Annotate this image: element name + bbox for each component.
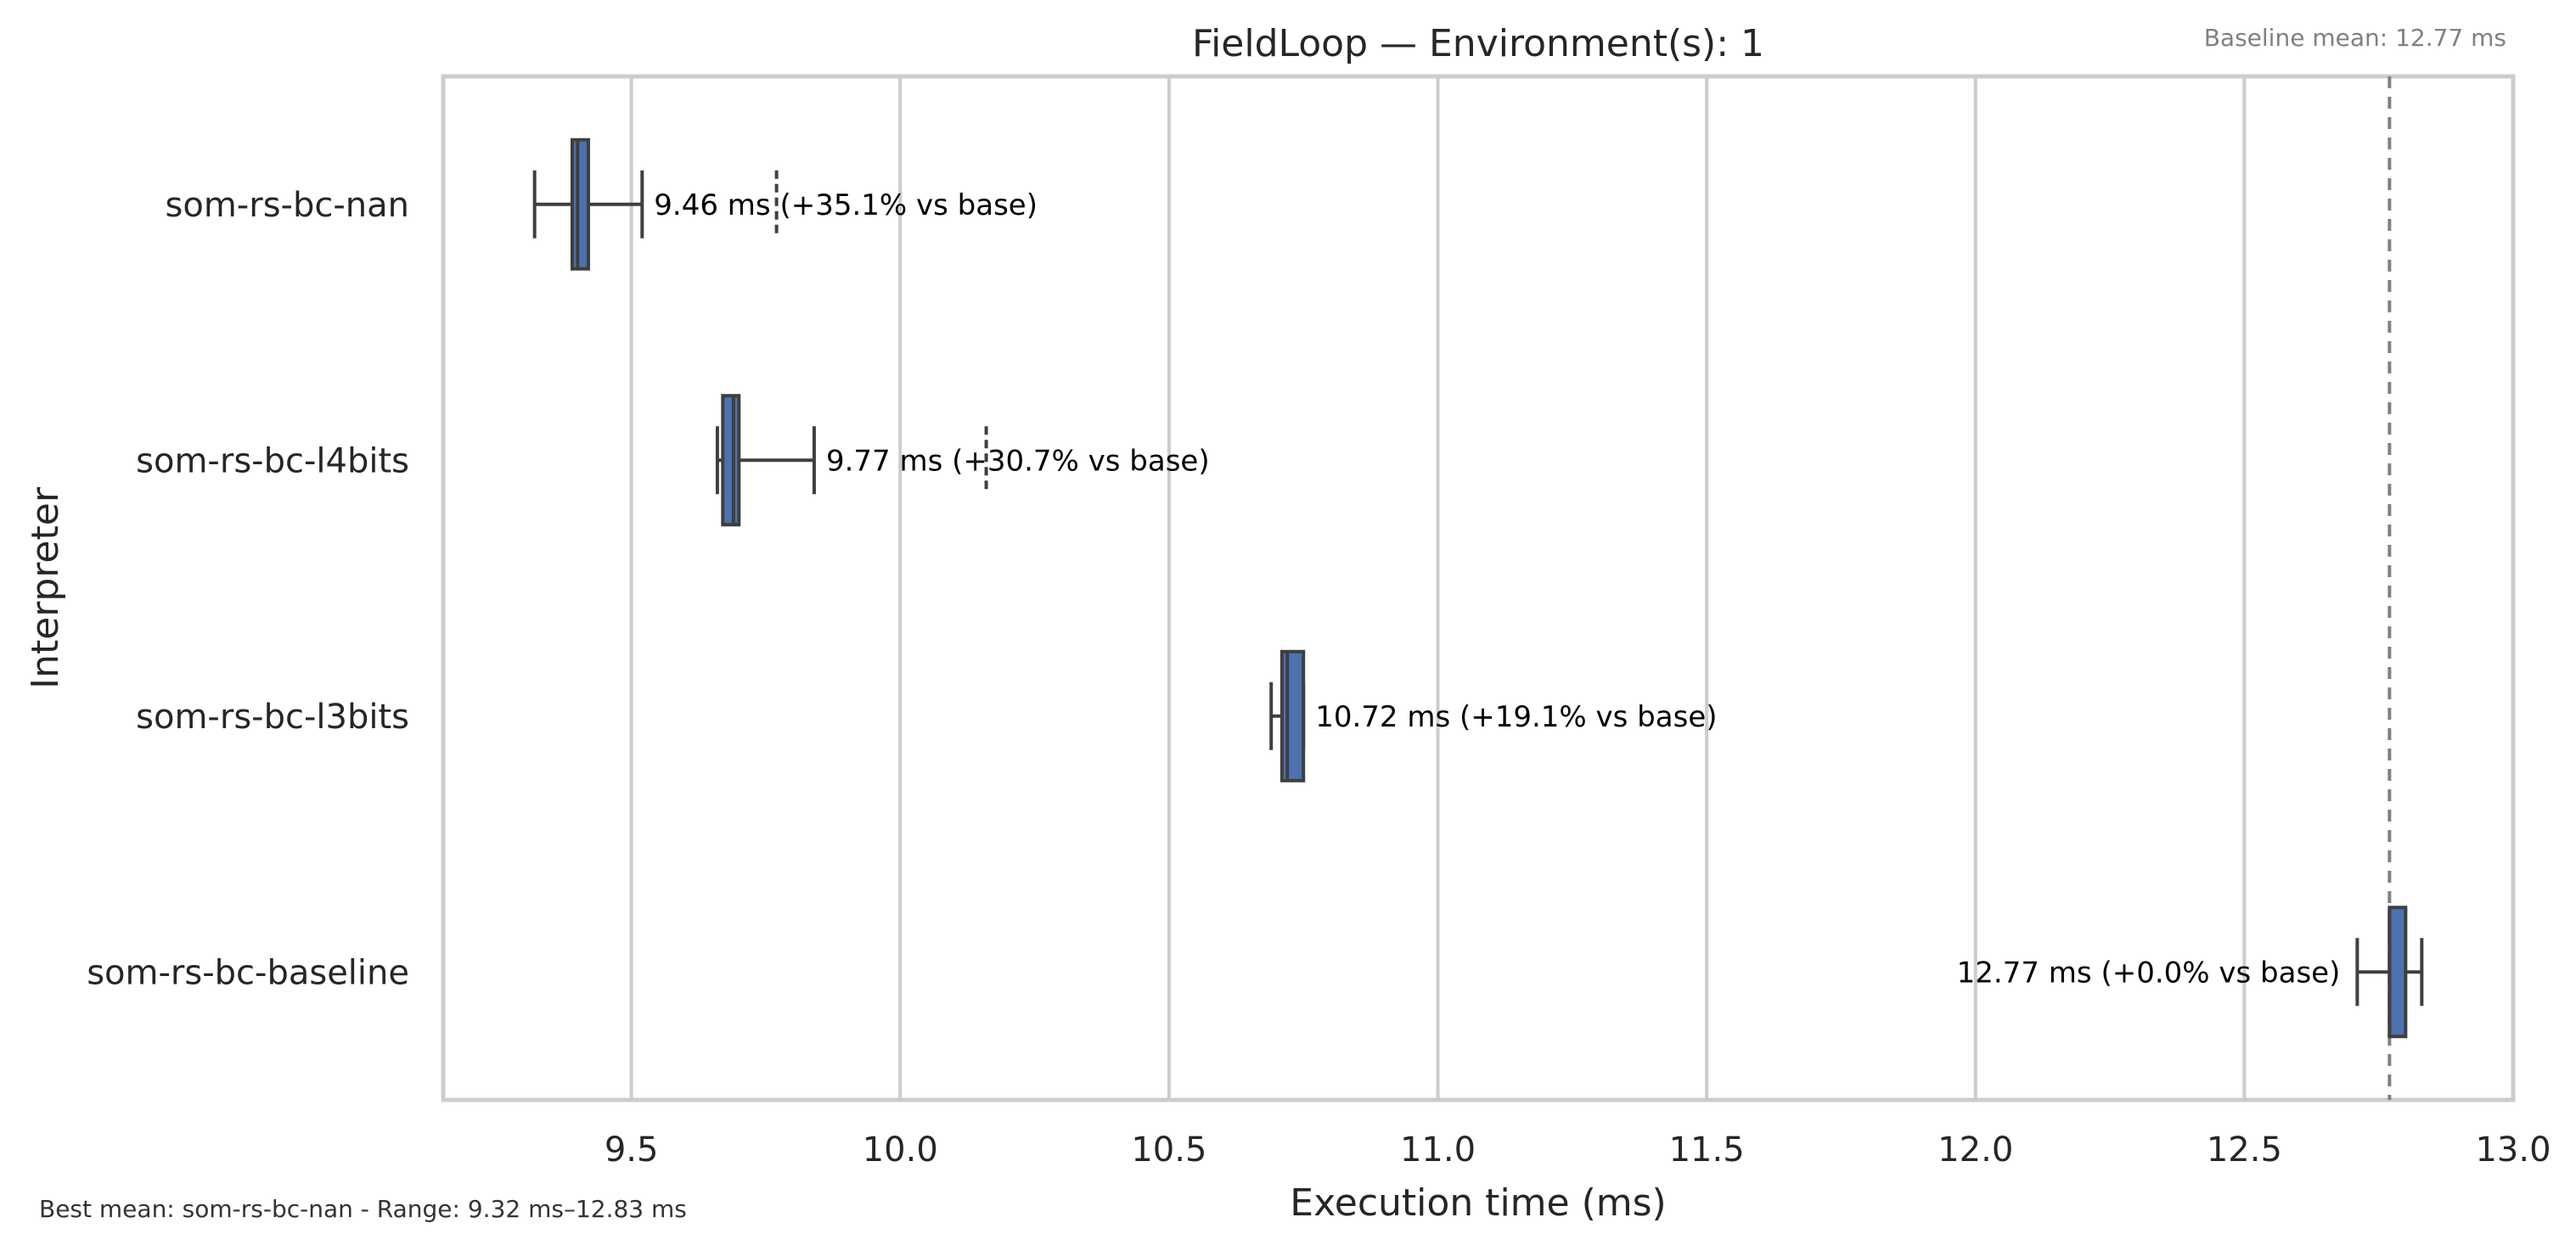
chart-title: FieldLoop — Environment(s): 1 [1192, 22, 1764, 65]
y-tick-label: som-rs-bc-l3bits [136, 698, 409, 737]
data-label: 12.77 ms (+0.0% vs base) [1957, 956, 2341, 990]
data-label: 10.72 ms (+19.1% vs base) [1315, 700, 1717, 734]
x-axis-label: Execution time (ms) [1290, 1181, 1666, 1225]
y-tick-label: som-rs-bc-l4bits [136, 441, 409, 480]
y-tick-label: som-rs-bc-baseline [87, 953, 409, 992]
x-tick-label: 11.5 [1669, 1130, 1745, 1170]
box-iqr [1280, 649, 1306, 783]
box-iqr [2388, 906, 2408, 1039]
label-layer: 9.46 ms (+35.1% vs base) 9.77 ms (+30.7% … [654, 188, 2340, 990]
tick-layer: 9.5 10.0 10.5 11.0 11.5 12.0 12.5 13.0 som-rs-bc… [87, 186, 2551, 1170]
x-tick-label: 10.0 [863, 1130, 938, 1170]
box-layer [532, 137, 2424, 1039]
footnote: Best mean: som-rs-bc-nan - Range: 9.32 m… [39, 1195, 687, 1223]
x-tick-label: 11.0 [1400, 1130, 1476, 1170]
plot-frame [441, 74, 2516, 1102]
data-label: 9.46 ms (+35.1% vs base) [654, 188, 1038, 222]
box-iqr [721, 394, 741, 527]
x-tick-label: 10.5 [1131, 1130, 1206, 1170]
data-label: 9.77 ms (+30.7% vs base) [826, 444, 1210, 478]
x-tick-label: 12.0 [1938, 1130, 2013, 1170]
x-tick-label: 9.5 [605, 1130, 659, 1170]
box-iqr [570, 137, 590, 271]
y-axis-label: Interpreter [24, 486, 67, 689]
x-tick-label: 12.5 [2207, 1130, 2282, 1170]
grid-layer [629, 76, 2515, 1100]
y-tick-label: som-rs-bc-nan [166, 186, 409, 225]
x-tick-label: 13.0 [2475, 1130, 2551, 1170]
baseline-note: Baseline mean: 12.77 ms [2204, 24, 2506, 52]
